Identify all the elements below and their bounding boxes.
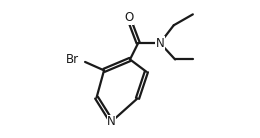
Text: N: N [107,115,116,128]
Text: O: O [124,11,133,24]
Text: N: N [156,37,164,50]
Text: Br: Br [66,53,80,66]
